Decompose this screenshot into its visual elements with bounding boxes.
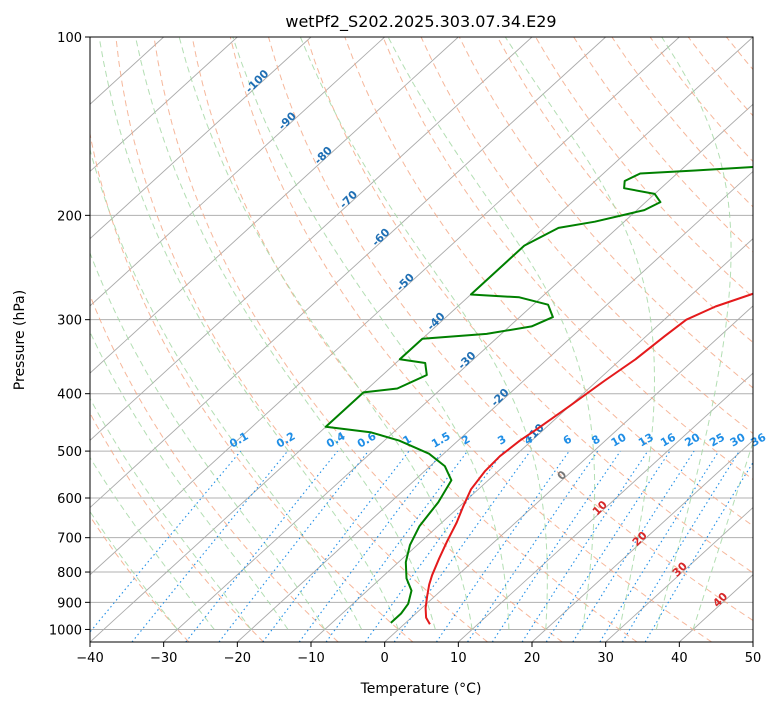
x-tick-label: −30: [150, 651, 177, 666]
y-tick-label: 1000: [49, 623, 82, 638]
y-tick-label: 800: [57, 566, 82, 581]
y-tick-label: 100: [57, 31, 82, 46]
x-tick-label: −40: [76, 651, 103, 666]
y-tick-label: 500: [57, 445, 82, 460]
x-tick-label: 40: [671, 651, 688, 666]
x-tick-label: −20: [224, 651, 251, 666]
y-tick-label: 900: [57, 596, 82, 611]
x-tick-label: −10: [297, 651, 324, 666]
y-axis-label: Pressure (hPa): [12, 290, 28, 390]
x-tick-label: 20: [524, 651, 541, 666]
y-tick-label: 700: [57, 532, 82, 547]
y-tick-label: 600: [57, 492, 82, 507]
chart-title: wetPf2_S202.2025.303.07.34.E29: [285, 12, 556, 32]
y-tick-label: 400: [57, 388, 82, 403]
x-tick-label: 10: [450, 651, 467, 666]
x-tick-label: 0: [381, 651, 389, 666]
y-tick-label: 300: [57, 314, 82, 329]
x-tick-label: 30: [597, 651, 614, 666]
y-tick-label: 200: [57, 209, 82, 224]
x-tick-label: 50: [745, 651, 762, 666]
x-axis-label: Temperature (°C): [360, 681, 482, 697]
